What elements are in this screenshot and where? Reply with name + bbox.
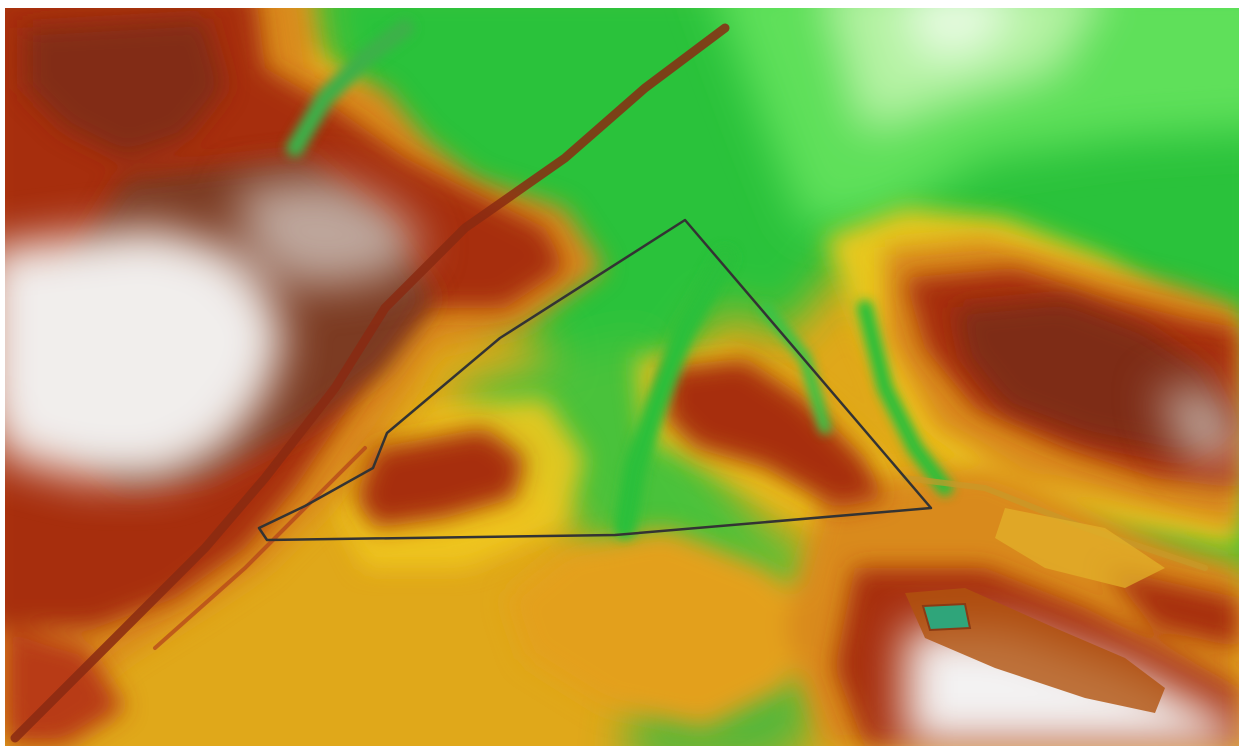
bright-valley-layer: [720, 8, 1239, 228]
quarry-area: [905, 508, 1165, 713]
quarry-pond: [921, 602, 972, 632]
linear-features: [10, 23, 1208, 743]
stream-valleys: [286, 19, 953, 539]
elevation-map[interactable]: [5, 8, 1239, 746]
area-boundary-outline[interactable]: [257, 218, 933, 542]
